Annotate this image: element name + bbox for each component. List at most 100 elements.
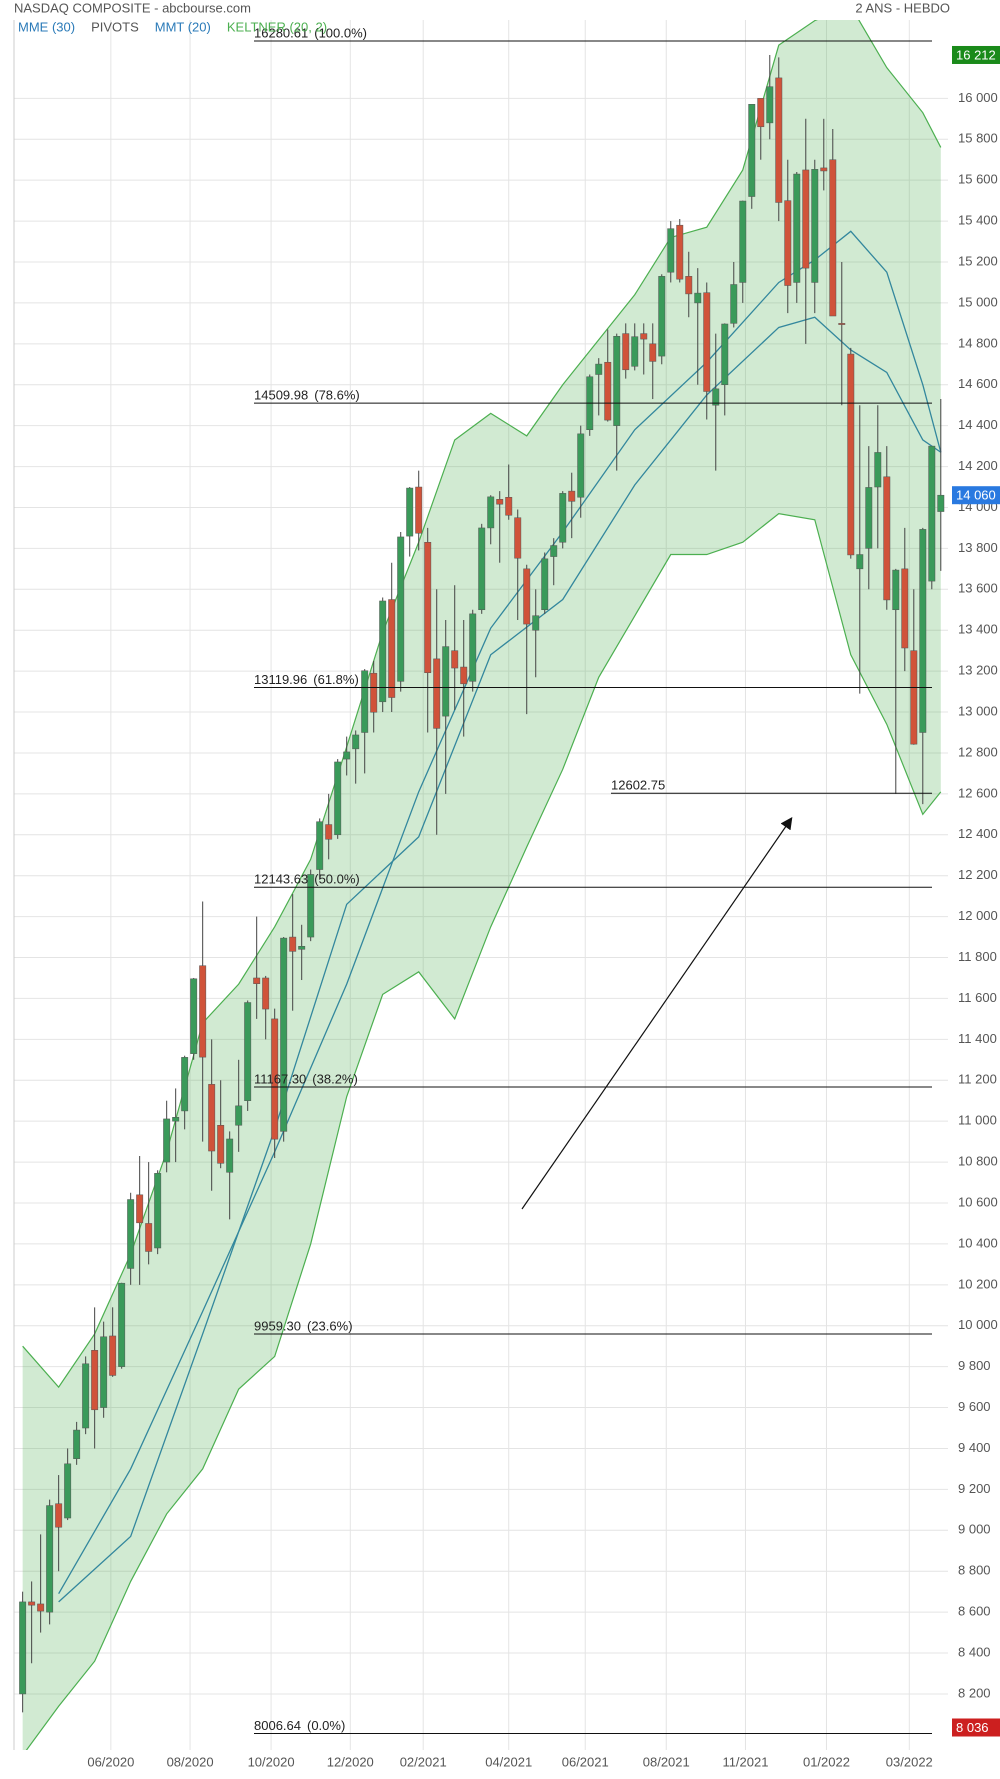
candle-body xyxy=(28,1601,36,1606)
candle-body xyxy=(73,1429,81,1459)
level-pct: (78.6%) xyxy=(314,388,360,403)
candle-body xyxy=(253,977,261,984)
level-label: 11167.30 xyxy=(254,1071,306,1086)
candle-body xyxy=(640,333,648,340)
candle-body xyxy=(505,496,513,516)
y-tick-label: 10 800 xyxy=(958,1154,998,1169)
y-tick-label: 14 400 xyxy=(958,417,998,432)
x-tick-label: 08/2020 xyxy=(167,1754,214,1769)
candle-body xyxy=(469,613,477,682)
legend-entry: KELTNER (20, 2) xyxy=(227,19,327,34)
y-tick-label: 10 400 xyxy=(958,1235,998,1250)
candle-body xyxy=(271,1018,279,1140)
candle-body xyxy=(127,1199,135,1269)
candle-body xyxy=(100,1336,108,1408)
candle-body xyxy=(568,490,576,502)
candle-body xyxy=(415,486,423,534)
candle-body xyxy=(433,658,441,729)
legend-entry: MMT (20) xyxy=(155,19,211,34)
y-tick-label: 11 800 xyxy=(958,949,997,964)
level-label: 16280.61 xyxy=(254,25,308,40)
candle-body xyxy=(856,554,864,570)
candle-body xyxy=(352,734,360,750)
candle-body xyxy=(550,545,558,557)
candle-body xyxy=(757,98,765,128)
candle-body xyxy=(820,167,828,172)
candle-body xyxy=(721,323,729,385)
legend-entry: PIVOTS xyxy=(91,19,139,34)
candle-body xyxy=(442,646,450,717)
candle-body xyxy=(919,529,927,733)
y-tick-label: 15 000 xyxy=(958,294,998,309)
candle-body xyxy=(244,1002,252,1101)
candle-body xyxy=(406,487,414,537)
y-tick-label: 14 200 xyxy=(958,458,998,473)
y-tick-label: 9 400 xyxy=(958,1440,991,1455)
candle-body xyxy=(703,292,711,392)
candle-body xyxy=(838,323,846,325)
candle-body xyxy=(64,1463,72,1519)
x-tick-label: 03/2022 xyxy=(886,1754,933,1769)
x-tick-label: 12/2020 xyxy=(327,1754,374,1769)
candle-body xyxy=(280,937,288,1132)
y-tick-label: 10 200 xyxy=(958,1276,998,1291)
y-tick-label: 8 600 xyxy=(958,1604,991,1619)
candle-body xyxy=(334,761,342,836)
y-tick-label: 9 000 xyxy=(958,1522,991,1537)
candle-body xyxy=(712,388,720,406)
candle-body xyxy=(748,104,756,197)
chart-subtitle: 2 ANS - HEBDO xyxy=(855,0,950,15)
candle-body xyxy=(217,1125,225,1164)
y-tick-label: 8 800 xyxy=(958,1563,991,1578)
level-pct: (100.0%) xyxy=(314,25,367,40)
candle-body xyxy=(559,493,567,543)
candle-body xyxy=(55,1503,63,1528)
price-tag-label: 14 060 xyxy=(956,488,996,503)
candle-body xyxy=(811,169,819,283)
axes: 8 200 8 400 8 600 8 800 9 000 9 200 9 400 9 600… xyxy=(87,45,1000,1769)
levels: 16280.61 (100.0%) 14509.98 (78.6%) 13119.96 (… xyxy=(254,25,932,1735)
candle-body xyxy=(199,965,207,1058)
candle-body xyxy=(928,445,936,582)
candle-body xyxy=(190,978,198,1054)
candle-body xyxy=(298,946,306,950)
y-tick-label: 10 000 xyxy=(958,1317,998,1332)
candle-body xyxy=(226,1138,234,1173)
level-pct: (0.0%) xyxy=(307,1718,345,1733)
x-tick-label: 11/2021 xyxy=(722,1754,768,1769)
keltner-lower xyxy=(25,512,942,1750)
price-tag xyxy=(952,45,1000,64)
candle-body xyxy=(901,568,909,649)
candle-body xyxy=(604,361,612,421)
x-tick-label: 04/2021 xyxy=(485,1754,532,1769)
candle-body xyxy=(793,173,801,283)
candle-body xyxy=(307,874,315,938)
candle-body xyxy=(154,1173,162,1249)
y-tick-label: 11 000 xyxy=(958,1113,997,1128)
candle-body xyxy=(676,224,684,280)
level-pct: (23.6%) xyxy=(307,1318,353,1333)
chart-title: NASDAQ COMPOSITE - abcbourse.com xyxy=(14,0,251,15)
candle-body xyxy=(739,200,747,283)
candle-body xyxy=(388,599,396,698)
legend-entry: MME (30) xyxy=(18,19,75,34)
indicators xyxy=(22,20,942,1750)
keltner-upper xyxy=(22,20,942,1389)
x-tick-label: 10/2020 xyxy=(248,1754,295,1769)
level-label: 14509.98 xyxy=(254,388,308,403)
x-tick-label: 06/2021 xyxy=(562,1754,609,1769)
level-pct: (61.8%) xyxy=(313,672,359,687)
candle-body xyxy=(874,452,882,488)
level-label: 12143.63 xyxy=(254,872,308,887)
candle-body xyxy=(595,363,603,375)
candle-body xyxy=(577,433,585,498)
candle-body xyxy=(784,200,792,286)
candle-body xyxy=(847,353,855,556)
candle-body xyxy=(532,615,540,631)
candle-body xyxy=(343,751,351,760)
y-tick-label: 15 600 xyxy=(958,172,998,187)
candle-body xyxy=(451,650,459,669)
grid xyxy=(13,20,948,1750)
candle-body xyxy=(685,276,693,295)
